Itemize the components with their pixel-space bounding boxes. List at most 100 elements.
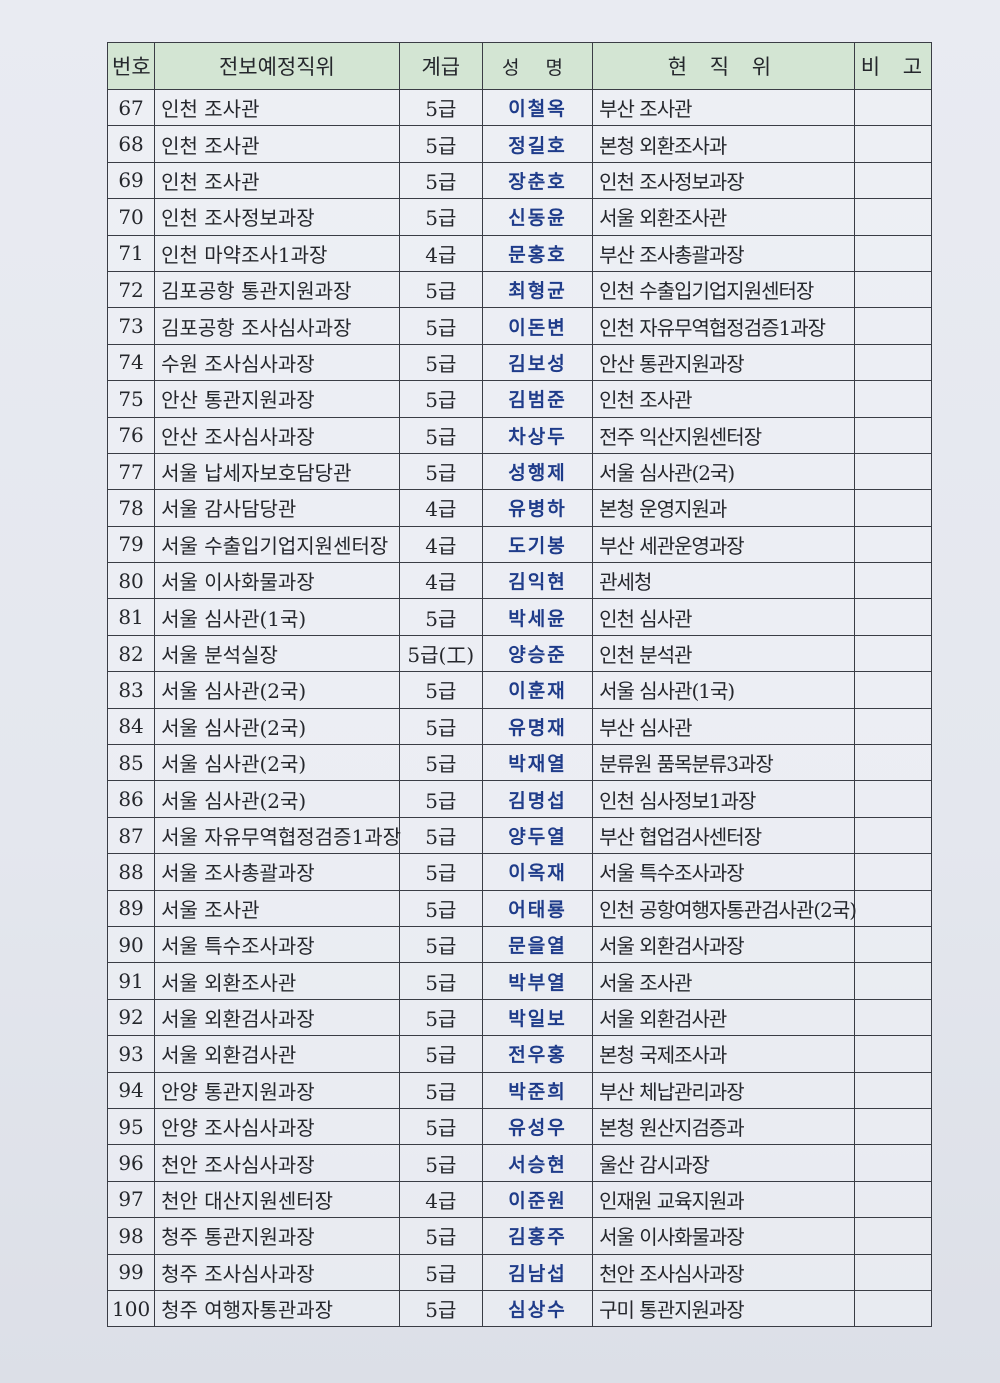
current-position-cell: 본청 국제조사과 <box>592 1035 855 1073</box>
row-number-cell: 100 <box>106 1289 156 1328</box>
current-position-cell: 서울 외환검사과장 <box>592 925 855 964</box>
grade-cell: 5급 <box>398 816 483 855</box>
row-number-cell: 81 <box>106 598 156 636</box>
person-name-cell: 김홍주 <box>481 1217 594 1255</box>
new-position-cell: 서울 외환검사관 <box>154 1035 400 1073</box>
row-number-cell: 74 <box>106 343 156 382</box>
table-row: 76 안산 조사심사과장 5급 차상두 전주 익산지원센터장 <box>106 416 933 454</box>
grade-cell: 5급 <box>398 1289 483 1328</box>
grade-cell: 5급 <box>398 343 483 382</box>
row-number-cell: 71 <box>106 234 156 272</box>
table-row: 73 김포공항 조사심사과장 5급 이돈변 인천 자유무역협정검증1과장 <box>106 307 933 345</box>
row-number-cell: 73 <box>106 307 156 345</box>
person-name-cell: 박일보 <box>481 998 594 1037</box>
current-position-cell: 부산 세관운영과장 <box>592 525 855 564</box>
person-name-cell: 유명재 <box>481 707 594 746</box>
row-number-cell: 85 <box>106 744 156 782</box>
current-position-cell: 인재원 교육지원과 <box>592 1180 855 1219</box>
person-name-cell: 신동윤 <box>481 198 594 236</box>
table-row: 100 청주 여행자통관과장 5급 심상수 구미 통관지원과장 <box>106 1289 933 1328</box>
current-position-cell: 인천 조사정보과장 <box>592 161 855 200</box>
grade-cell: 5급 <box>398 307 483 345</box>
remarks-cell <box>853 744 933 782</box>
new-position-cell: 인천 조사정보과장 <box>154 198 400 236</box>
grade-cell: 5급 <box>398 962 483 1000</box>
person-name-cell: 차상두 <box>481 416 594 454</box>
person-name-cell: 문홍호 <box>481 234 594 272</box>
remarks-cell <box>853 889 933 927</box>
table-row: 97 천안 대산지원센터장 4급 이준원 인재원 교육지원과 <box>106 1180 933 1219</box>
person-name-cell: 박부열 <box>481 962 594 1000</box>
new-position-cell: 인천 조사관 <box>154 125 400 163</box>
person-name-cell: 이준원 <box>481 1180 594 1219</box>
row-number-cell: 89 <box>106 889 156 927</box>
remarks-cell <box>853 562 933 600</box>
new-position-cell: 수원 조사심사과장 <box>154 343 400 382</box>
table-row: 79 서울 수출입기업지원센터장 4급 도기봉 부산 세관운영과장 <box>106 525 933 564</box>
table-row: 95 안양 조사심사과장 5급 유성우 본청 원산지검증과 <box>106 1107 933 1146</box>
table-row: 92 서울 외환검사과장 5급 박일보 서울 외환검사관 <box>106 998 933 1037</box>
row-number-cell: 75 <box>106 380 156 418</box>
table-row: 70 인천 조사정보과장 5급 신동윤 서울 외환조사관 <box>106 198 933 236</box>
remarks-cell <box>853 634 933 673</box>
new-position-cell: 서울 감사담당관 <box>154 489 400 527</box>
current-position-cell: 부산 체납관리과장 <box>592 1071 855 1109</box>
grade-cell: 5급 <box>398 707 483 746</box>
header-name: 성 명 <box>481 42 594 90</box>
table-row: 81 서울 심사관(1국) 5급 박세윤 인천 심사관 <box>106 598 933 636</box>
grade-cell: 5급 <box>398 198 483 236</box>
grade-cell: 5급 <box>398 671 483 709</box>
row-number-cell: 88 <box>106 853 156 891</box>
new-position-cell: 서울 심사관(1국) <box>154 598 400 636</box>
grade-cell: 5급 <box>398 1035 483 1073</box>
current-position-cell: 서울 이사화물과장 <box>592 1217 855 1255</box>
person-name-cell: 전우홍 <box>481 1035 594 1073</box>
remarks-cell <box>853 1217 933 1255</box>
person-name-cell: 어태룡 <box>481 889 594 927</box>
header-remarks: 비 고 <box>853 42 933 90</box>
new-position-cell: 서울 자유무역협정검증1과장 <box>154 816 401 855</box>
table-row: 83 서울 심사관(2국) 5급 이훈재 서울 심사관(1국) <box>106 671 933 709</box>
current-position-cell: 서울 외환검사관 <box>592 998 855 1037</box>
row-number-cell: 87 <box>106 816 156 855</box>
table-row: 68 인천 조사관 5급 정길호 본청 외환조사과 <box>106 125 933 163</box>
table-row: 77 서울 납세자보호담당관 5급 성행제 서울 심사관(2국) <box>106 452 933 491</box>
remarks-cell <box>853 1144 933 1182</box>
remarks-cell <box>853 380 933 418</box>
header-row: 번호 전보예정직위 계급 성 명 현 직 위 비 고 <box>106 42 933 90</box>
new-position-cell: 서울 납세자보호담당관 <box>154 452 400 491</box>
row-number-cell: 94 <box>106 1071 156 1109</box>
remarks-cell <box>853 1253 933 1291</box>
current-position-cell: 인천 분석관 <box>592 634 855 673</box>
new-position-cell: 서울 특수조사과장 <box>154 925 400 964</box>
remarks-cell <box>853 998 933 1037</box>
new-position-cell: 서울 심사관(2국) <box>154 707 400 746</box>
row-number-cell: 95 <box>106 1107 156 1146</box>
table-row: 80 서울 이사화물과장 4급 김익현 관세청 <box>106 562 933 600</box>
grade-cell: 5급 <box>398 125 483 163</box>
personnel-transfer-table: 번호 전보예정직위 계급 성 명 현 직 위 비 고 67 인천 조사관 5급 이철옥… <box>106 42 933 1328</box>
grade-cell: 4급 <box>398 1180 483 1219</box>
person-name-cell: 유성우 <box>481 1107 594 1146</box>
row-number-cell: 70 <box>106 198 156 236</box>
table-row: 94 안양 통관지원과장 5급 박준희 부산 체납관리과장 <box>106 1071 933 1109</box>
row-number-cell: 86 <box>106 780 156 818</box>
grade-cell: 4급 <box>398 562 483 600</box>
current-position-cell: 부산 협업검사센터장 <box>592 816 855 855</box>
grade-cell: 5급 <box>398 598 483 636</box>
current-position-cell: 인천 수출입기업지원센터장 <box>592 270 855 309</box>
current-position-cell: 인천 심사관 <box>592 598 855 636</box>
row-number-cell: 99 <box>106 1253 156 1291</box>
current-position-cell: 안산 통관지원과장 <box>592 343 855 382</box>
row-number-cell: 69 <box>106 161 156 200</box>
table-row: 78 서울 감사담당관 4급 유병하 본청 운영지원과 <box>106 489 933 527</box>
new-position-cell: 안산 통관지원과장 <box>154 380 400 418</box>
person-name-cell: 김명섭 <box>481 780 594 818</box>
new-position-cell: 청주 조사심사과장 <box>154 1253 400 1291</box>
remarks-cell <box>853 598 933 636</box>
table-row: 69 인천 조사관 5급 장춘호 인천 조사정보과장 <box>106 161 933 200</box>
current-position-cell: 인천 자유무역협정검증1과장 <box>592 307 855 345</box>
grade-cell: 5급 <box>398 416 483 454</box>
grade-cell: 4급 <box>398 525 483 564</box>
grade-cell: 5급 <box>398 1253 483 1291</box>
